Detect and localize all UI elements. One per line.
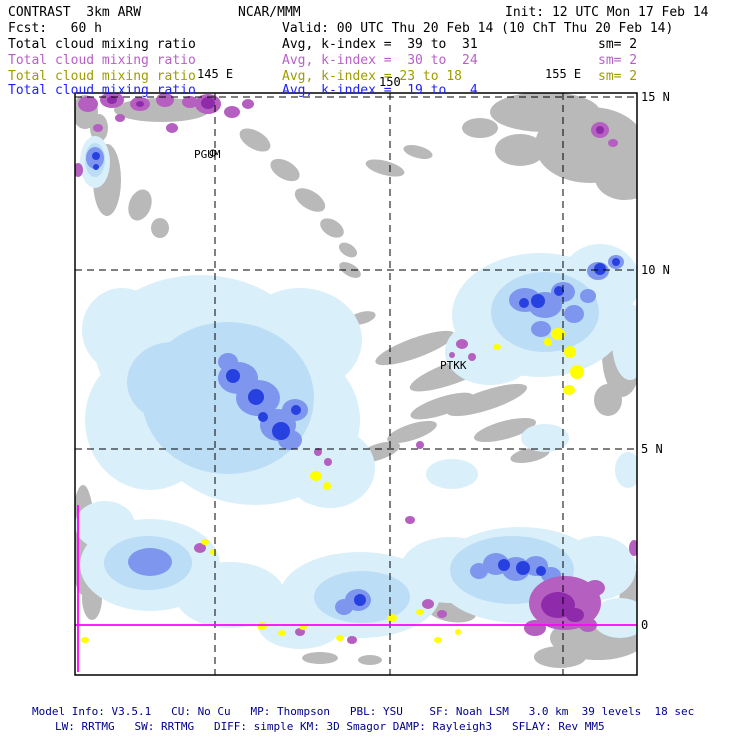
lat-label-15n: 15 N xyxy=(641,90,670,104)
domain-boundary-line xyxy=(75,505,637,672)
layer1-sm: sm= 2 xyxy=(598,37,638,52)
layer3-label: Total cloud mixing ratio xyxy=(8,69,196,84)
layer4-label: Total cloud mixing ratio xyxy=(8,83,196,98)
station-label-pgum: PGUM xyxy=(194,148,221,161)
lon-label-145e: 145 E xyxy=(197,67,233,81)
lon-label-150: 150 xyxy=(379,75,401,89)
station-label-ptkk: PTKK xyxy=(440,359,467,372)
lon-label-155e: 155 E xyxy=(545,67,581,81)
lat-label-0: 0 xyxy=(641,618,648,632)
yellow-anomaly-layer xyxy=(81,328,584,643)
purple-anomaly-layer xyxy=(75,93,637,644)
layer4-kindex: Avg, k-index = 19 to 4 xyxy=(282,83,478,98)
layer1-label: Total cloud mixing ratio xyxy=(8,37,196,52)
forecast-hour: Fcst: 60 h xyxy=(8,21,102,36)
model-title: CONTRAST 3km ARW xyxy=(8,5,142,20)
init-time: Init: 12 UTC Mon 17 Feb 14 xyxy=(505,5,709,20)
grid-lines xyxy=(75,93,637,675)
layer1-kindex: Avg, k-index = 39 to 31 xyxy=(282,37,478,52)
pgum-station-marker xyxy=(209,149,217,157)
center-title: NCAR/MMM xyxy=(238,5,301,20)
layer2-kindex: Avg, k-index = 30 to 24 xyxy=(282,53,478,68)
layer3-kindex: Avg, k-index = 23 to 18 xyxy=(282,69,463,84)
map-frame xyxy=(74,92,638,676)
lat-label-5n: 5 N xyxy=(641,442,663,456)
lat-label-10n: 10 N xyxy=(641,263,670,277)
model-info-line2: LW: RRTMG SW: RRTMG DIFF: simple KM: 3D … xyxy=(55,720,605,733)
cloud-field xyxy=(75,93,637,668)
valid-time: Valid: 00 UTC Thu 20 Feb 14 (10 ChT Thu … xyxy=(282,21,674,36)
layer2-label: Total cloud mixing ratio xyxy=(8,53,196,68)
model-info-line1: Model Info: V3.5.1 CU: No Cu MP: Thompso… xyxy=(32,705,695,718)
layer3-sm: sm= 2 xyxy=(598,69,638,84)
cloud-dense-layer xyxy=(92,152,620,606)
layer2-sm: sm= 2 xyxy=(598,53,638,68)
